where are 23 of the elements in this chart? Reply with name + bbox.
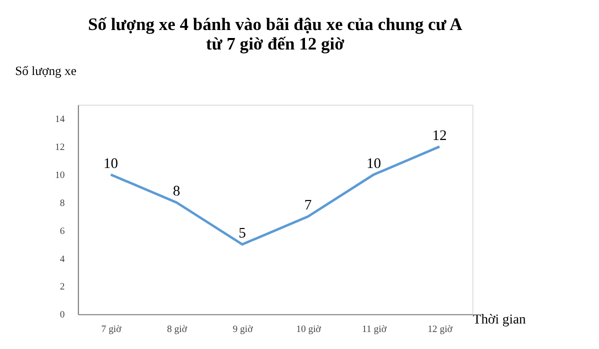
x-axis-title: Thời gian (472, 311, 526, 326)
y-axis-title: Số lượng xe (15, 64, 77, 78)
y-tick-label: 4 (60, 254, 65, 265)
y-tick-label: 12 (55, 142, 65, 154)
x-tick-label: 8 giờ (167, 324, 188, 336)
y-tick-label: 8 (60, 198, 65, 209)
y-tick-label: 14 (55, 114, 65, 126)
y-tick-label: 0 (60, 310, 65, 321)
x-tick-label: 7 giờ (101, 324, 122, 336)
x-tick-label: 12 giờ (428, 324, 454, 336)
data-label: 8 (172, 184, 180, 200)
y-tick-label: 10 (55, 170, 65, 181)
y-tick-label: 6 (60, 226, 65, 237)
data-label: 10 (103, 156, 118, 172)
chart-title: Số lượng xe 4 bánh vào bãi đậu xe của chung cư A từ 7 giờ đến 12 giờ (88, 14, 463, 54)
x-tick-label: 10 giờ (296, 324, 322, 336)
x-tick-label: 9 giờ (232, 324, 254, 336)
data-label: 5 (238, 226, 246, 242)
x-tick-label: 11 giờ (362, 324, 388, 336)
data-label: 10 (366, 156, 382, 172)
data-label: 7 (304, 198, 312, 214)
data-label: 12 (432, 128, 447, 144)
y-tick-label: 2 (60, 282, 65, 293)
